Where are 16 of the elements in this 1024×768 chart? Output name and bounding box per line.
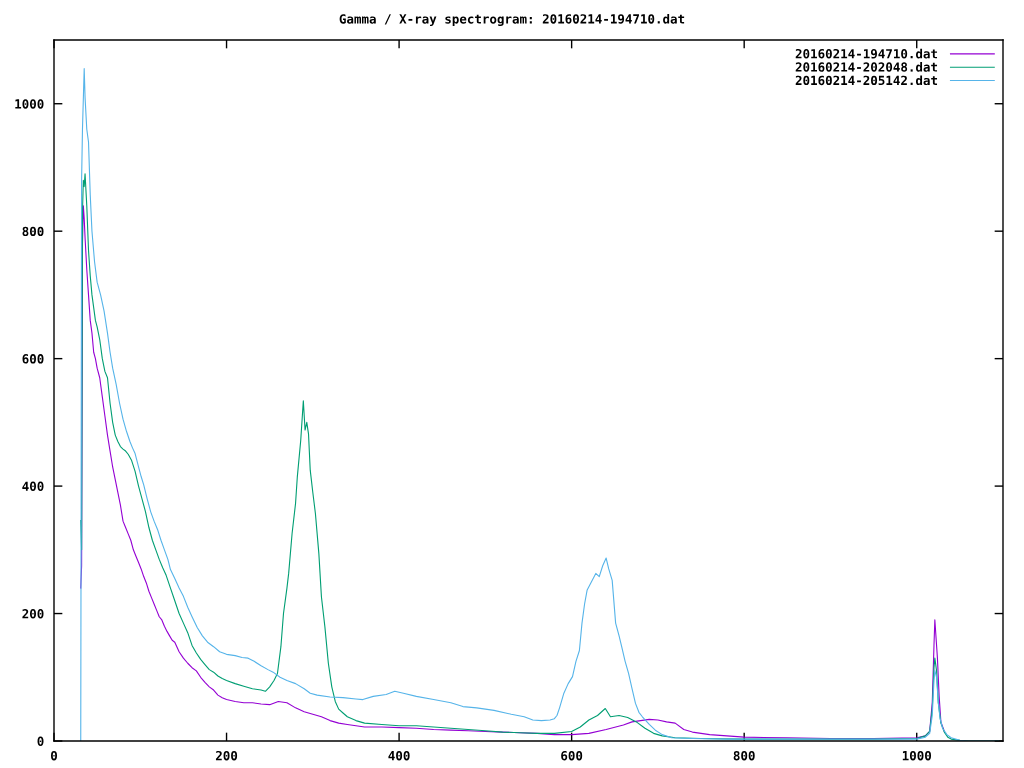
legend-label: 20160214-205142.dat (795, 75, 938, 86)
y-tick-label: 1000 (15, 99, 44, 109)
legend-label: 20160214-202048.dat (795, 62, 938, 72)
x-tick-label: 0 (50, 750, 58, 761)
y-tick-label: 200 (22, 609, 44, 619)
chart-title: Gamma / X-ray spectrogram: 20160214-194710.dat (339, 13, 685, 27)
y-tick-label: 600 (22, 354, 44, 364)
x-tick-label: 800 (733, 750, 755, 761)
x-tick-label: 600 (561, 750, 583, 761)
y-tick-label: 0 (37, 736, 44, 746)
y-tick-label: 800 (22, 226, 44, 237)
x-tick-label: 1000 (902, 750, 932, 761)
legend-label: 20160214-194710.dat (795, 48, 938, 59)
x-tick-label: 400 (388, 750, 410, 761)
y-tick-label: 400 (22, 481, 44, 492)
x-tick-label: 200 (215, 750, 238, 761)
